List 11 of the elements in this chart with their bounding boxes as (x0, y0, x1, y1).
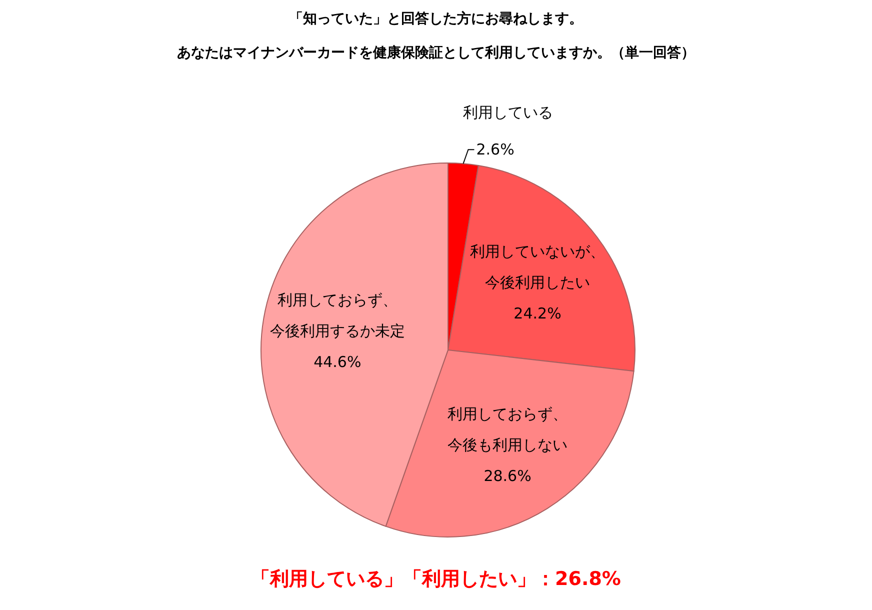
slice-label: 利用していないが、今後利用したい (470, 242, 606, 292)
chart-title: 「知っていた」と回答した方にお尋ねします。 (288, 10, 584, 28)
text: 「利用している」「利用したい」：26.8% (250, 567, 622, 592)
data-label: 24.2% (514, 304, 562, 322)
slice-label: 利用しておらず、今後利用するか未定 (270, 291, 405, 340)
data-label: 2.6% (476, 140, 514, 159)
slice-label: 利用している (463, 104, 554, 122)
chart-subtitle: あなたはマイナンバーカードを健康保険証として利用していますか。（単一回答） (176, 44, 696, 62)
data-label: 44.6% (314, 353, 362, 372)
data-label: 28.6% (484, 467, 532, 486)
slice-label: 利用しておらず、今後も利用しない (448, 405, 568, 454)
